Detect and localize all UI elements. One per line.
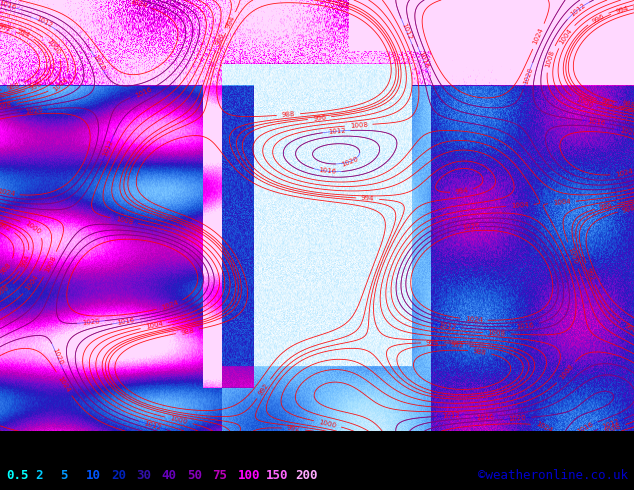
Text: 1000: 1000 xyxy=(567,246,579,265)
Text: 1024: 1024 xyxy=(532,27,545,46)
Text: ©weatheronline.co.uk: ©weatheronline.co.uk xyxy=(477,469,628,482)
Text: 2: 2 xyxy=(35,469,42,482)
Text: 1008: 1008 xyxy=(488,330,506,337)
Text: 996: 996 xyxy=(591,13,605,24)
Text: 1000: 1000 xyxy=(169,416,188,425)
Text: 1012: 1012 xyxy=(602,418,621,430)
Text: 992: 992 xyxy=(257,382,270,396)
Text: 1000: 1000 xyxy=(318,419,337,429)
Text: 1004: 1004 xyxy=(51,76,68,92)
Text: 996: 996 xyxy=(215,32,226,47)
Text: 1020: 1020 xyxy=(25,106,43,115)
Text: 1004: 1004 xyxy=(24,274,40,292)
Text: 1008: 1008 xyxy=(115,216,134,225)
Text: 988: 988 xyxy=(281,111,295,118)
Text: 992: 992 xyxy=(0,221,11,233)
Text: 1008: 1008 xyxy=(603,423,622,435)
Text: 1012: 1012 xyxy=(401,22,413,41)
Text: 992: 992 xyxy=(287,425,301,432)
Text: 150: 150 xyxy=(266,469,288,482)
Text: 994: 994 xyxy=(623,323,634,335)
Text: 992: 992 xyxy=(0,24,12,33)
Text: 1020: 1020 xyxy=(51,347,63,366)
Text: 996: 996 xyxy=(598,202,613,211)
Text: 0.5: 0.5 xyxy=(6,469,29,482)
Text: 994: 994 xyxy=(361,195,375,202)
Text: 1020: 1020 xyxy=(462,223,480,231)
Text: 20: 20 xyxy=(111,469,126,482)
Text: 1016: 1016 xyxy=(576,421,594,435)
Text: 100: 100 xyxy=(238,469,260,482)
Text: 994: 994 xyxy=(225,15,236,30)
Text: 1004: 1004 xyxy=(553,199,571,206)
Text: 988: 988 xyxy=(180,327,195,336)
Text: 996: 996 xyxy=(29,81,44,92)
Text: 1012: 1012 xyxy=(35,16,53,29)
Text: 988: 988 xyxy=(622,204,634,214)
Text: 1012: 1012 xyxy=(442,412,460,419)
Text: 1016: 1016 xyxy=(0,0,16,11)
Text: 50: 50 xyxy=(187,469,202,482)
Text: 1012: 1012 xyxy=(102,139,115,157)
Text: 992: 992 xyxy=(585,267,596,281)
Text: 994: 994 xyxy=(615,5,630,15)
Text: 5: 5 xyxy=(60,469,68,482)
Text: 1008: 1008 xyxy=(349,122,368,129)
Text: 1016: 1016 xyxy=(417,50,429,70)
Text: 75: 75 xyxy=(212,469,228,482)
Text: 1020: 1020 xyxy=(82,318,100,326)
Text: 988: 988 xyxy=(473,348,487,356)
Text: 1000: 1000 xyxy=(45,38,61,56)
Text: 1024: 1024 xyxy=(614,168,633,178)
Text: 1020: 1020 xyxy=(619,127,634,137)
Text: 1016: 1016 xyxy=(117,317,136,326)
Text: 996: 996 xyxy=(0,285,11,297)
Text: 200: 200 xyxy=(295,469,317,482)
Text: 1004: 1004 xyxy=(145,321,164,330)
Text: 1024: 1024 xyxy=(160,300,179,311)
Text: 1012: 1012 xyxy=(437,322,456,330)
Text: 1000: 1000 xyxy=(24,220,42,235)
Text: 988: 988 xyxy=(622,100,634,109)
Text: 994: 994 xyxy=(16,28,31,39)
Text: 1016: 1016 xyxy=(476,413,494,421)
Text: 1016: 1016 xyxy=(134,86,153,99)
Text: 992: 992 xyxy=(451,342,465,349)
Text: 1008: 1008 xyxy=(43,255,57,273)
Text: 1024: 1024 xyxy=(465,316,483,323)
Text: 994: 994 xyxy=(426,340,439,346)
Text: 992: 992 xyxy=(600,98,615,108)
Text: 996: 996 xyxy=(313,114,327,122)
Text: 994: 994 xyxy=(20,254,31,269)
Text: 1016: 1016 xyxy=(318,167,337,175)
Text: Sa 08-06-2024 00:00 UTC (00+120): Sa 08-06-2024 00:00 UTC (00+120) xyxy=(387,446,628,459)
Text: Precipitation accum. [mm] ECMWF: Precipitation accum. [mm] ECMWF xyxy=(6,446,239,459)
Text: 1012: 1012 xyxy=(569,2,586,18)
Text: 1016: 1016 xyxy=(586,118,605,126)
Text: 1008: 1008 xyxy=(0,101,13,111)
Text: 40: 40 xyxy=(162,469,177,482)
Text: 10: 10 xyxy=(86,469,101,482)
Text: 1020: 1020 xyxy=(340,155,359,168)
Text: 1024: 1024 xyxy=(0,188,15,197)
Text: 1020: 1020 xyxy=(91,54,106,72)
Text: 1008: 1008 xyxy=(558,364,574,381)
Text: 30: 30 xyxy=(136,469,152,482)
Text: 1008: 1008 xyxy=(545,49,555,69)
Text: 1020: 1020 xyxy=(508,415,527,422)
Text: 1024: 1024 xyxy=(129,0,148,9)
Text: 1016: 1016 xyxy=(515,321,534,330)
Text: 1012: 1012 xyxy=(327,127,346,135)
Text: 1024: 1024 xyxy=(534,420,553,434)
Text: 994: 994 xyxy=(455,188,469,195)
Text: 1024: 1024 xyxy=(56,375,71,393)
Text: 988: 988 xyxy=(6,82,20,92)
Text: 1004: 1004 xyxy=(510,202,529,209)
Text: 1012: 1012 xyxy=(143,420,162,431)
Text: 988: 988 xyxy=(0,261,13,275)
Text: 1004: 1004 xyxy=(558,27,573,46)
Text: 1000: 1000 xyxy=(574,96,593,109)
Text: 1020: 1020 xyxy=(522,67,534,85)
